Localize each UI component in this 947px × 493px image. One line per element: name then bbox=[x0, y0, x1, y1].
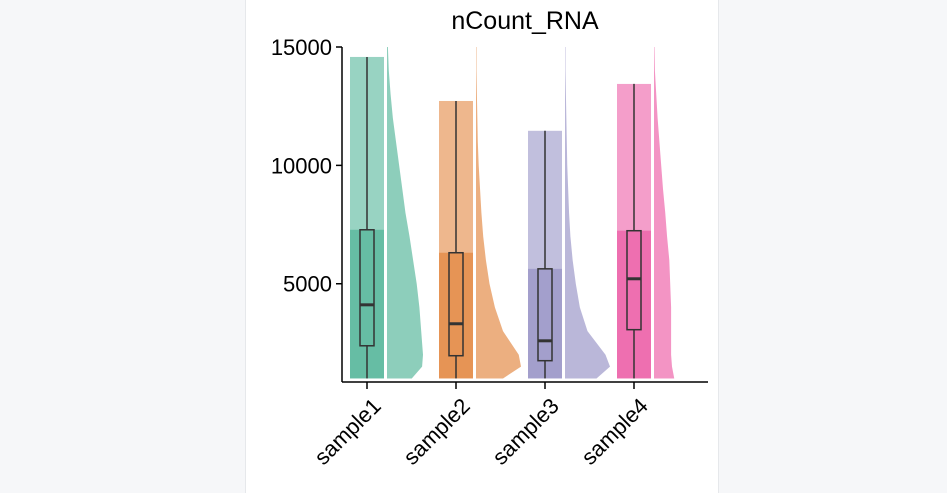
x-tick-label: sample2 bbox=[398, 393, 474, 469]
x-tick-label: sample3 bbox=[487, 393, 563, 469]
box bbox=[359, 229, 375, 347]
violin bbox=[387, 47, 423, 379]
violin bbox=[654, 47, 675, 379]
x-tick-label: sample1 bbox=[309, 393, 385, 469]
chart-title: nCount_RNA bbox=[451, 7, 599, 35]
y-tick-label: 10000 bbox=[271, 153, 332, 178]
y-tick-label: 5000 bbox=[283, 272, 332, 297]
x-tick-label: sample4 bbox=[576, 393, 652, 469]
box bbox=[537, 268, 553, 362]
violin bbox=[476, 47, 521, 379]
y-tick-label: 15000 bbox=[271, 35, 332, 60]
violin bbox=[565, 47, 610, 379]
box bbox=[448, 251, 464, 357]
